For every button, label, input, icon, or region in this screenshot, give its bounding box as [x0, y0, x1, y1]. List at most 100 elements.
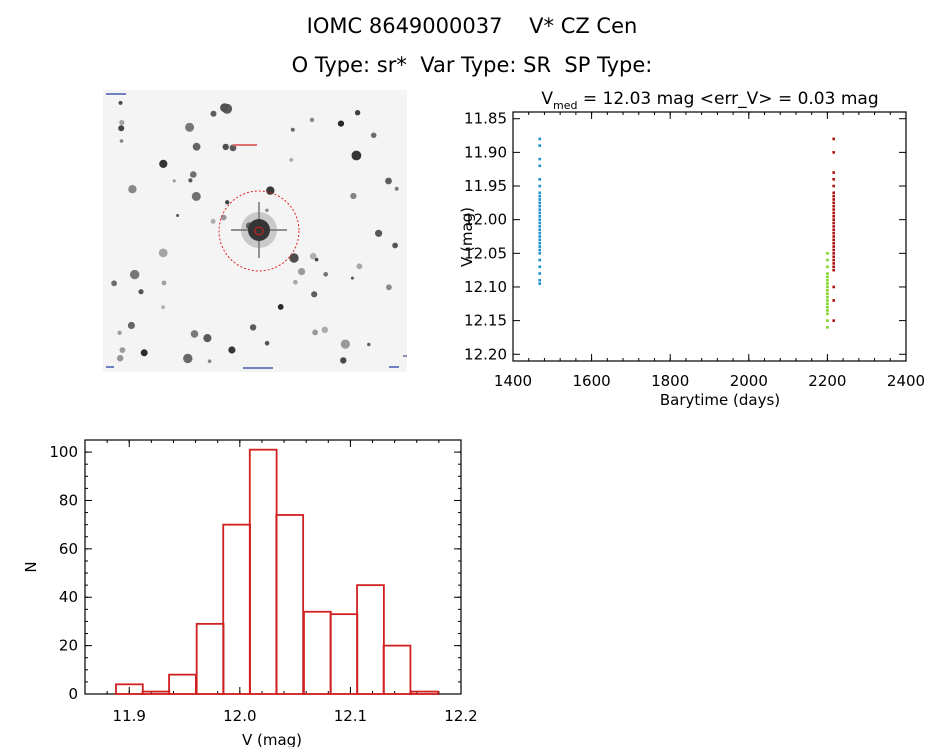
- data-point: [538, 157, 542, 161]
- thumbnail-star: [350, 192, 357, 200]
- thumbnail-star: [172, 179, 176, 183]
- histogram-bar: [168, 673, 197, 695]
- thumbnail-star: [220, 103, 229, 113]
- data-point: [538, 238, 542, 242]
- thumbnail-star: [161, 305, 165, 310]
- data-point: [826, 272, 829, 275]
- thumbnail-star: [225, 200, 230, 205]
- data-point: [832, 221, 835, 225]
- data-point: [826, 289, 829, 292]
- data-point: [832, 137, 835, 141]
- thumbnail-star: [370, 132, 377, 139]
- data-point: [832, 319, 835, 322]
- target-star: [231, 202, 287, 258]
- data-point: [832, 204, 835, 208]
- thumbnail-star: [356, 263, 363, 270]
- data-point: [826, 252, 829, 255]
- chart-title-line2: O Type: sr* Var Type: SR SP Type:: [291, 53, 653, 77]
- y-tick-label: 11.90: [464, 143, 507, 161]
- thumbnail-star: [190, 330, 199, 338]
- data-point: [538, 208, 542, 211]
- data-point: [832, 231, 835, 235]
- data-point: [832, 248, 835, 252]
- thumbnail-star: [265, 208, 269, 213]
- data-point: [832, 211, 835, 215]
- thumbnail-star: [289, 158, 294, 162]
- y-tick-label: 12.20: [464, 345, 507, 363]
- thumbnail-star: [111, 280, 117, 287]
- data-point: [826, 265, 829, 269]
- data-point: [826, 292, 829, 296]
- data-point: [832, 215, 835, 218]
- data-point: [832, 208, 835, 211]
- data-point: [538, 278, 542, 282]
- thumbnail-star: [159, 159, 168, 168]
- thumbnail-star: [293, 279, 298, 285]
- thumbnail-star: [351, 150, 362, 161]
- data-point: [538, 225, 542, 228]
- thumbnail-star: [312, 329, 318, 336]
- x-tick-label: 1400: [494, 372, 532, 390]
- data-point: [538, 201, 542, 205]
- thumbnail-star: [289, 253, 299, 263]
- x-tick-label: 1600: [573, 372, 611, 390]
- y-tick-label: 100: [49, 443, 78, 461]
- data-point: [832, 198, 835, 201]
- data-point: [832, 265, 835, 269]
- data-point: [826, 282, 829, 285]
- data-point: [538, 265, 542, 269]
- thumbnail-star: [229, 144, 237, 152]
- data-point: [826, 295, 829, 299]
- histogram-bar: [141, 690, 171, 695]
- x-tick-label: 12.2: [444, 707, 477, 725]
- thumbnail-star: [127, 321, 135, 330]
- y-tick-label: 12.05: [464, 244, 507, 262]
- light-curve-plot-frame: [512, 111, 907, 362]
- x-tick-label: 12.1: [334, 707, 367, 725]
- thumbnail-star: [323, 272, 328, 277]
- thumbnail-star: [309, 252, 317, 260]
- thumbnail-star: [161, 280, 167, 286]
- thumbnail-star: [277, 304, 284, 310]
- thumbnail-star: [210, 218, 216, 224]
- data-point: [538, 218, 542, 221]
- histogram-bar: [329, 613, 359, 695]
- light-curve-title: Vmed = 12.03 mag <err_V> = 0.03 mag: [541, 89, 878, 112]
- thumbnail-star: [340, 339, 350, 349]
- data-point: [832, 255, 835, 258]
- histogram-bar: [275, 514, 305, 695]
- thumbnail-star: [119, 119, 125, 126]
- thumbnail-stars: [111, 100, 399, 364]
- data-point: [826, 258, 829, 262]
- thumbnail-star: [220, 214, 227, 221]
- thumbnail-star: [367, 342, 371, 347]
- histogram-plot-frame: [84, 439, 462, 695]
- data-point: [538, 215, 542, 218]
- thumbnail-star: [350, 276, 354, 280]
- thumbnail-star: [375, 229, 383, 237]
- x-tick-label: 12.0: [223, 707, 256, 725]
- data-point: [832, 201, 835, 205]
- y-tick-label: 11.95: [464, 177, 507, 195]
- x-tick-label: 2000: [730, 372, 768, 390]
- data-point: [826, 299, 829, 302]
- data-point: [538, 241, 542, 245]
- thumbnail-star: [183, 353, 193, 364]
- data-point: [538, 204, 542, 208]
- data-point: [826, 302, 829, 306]
- thumbnail-corner-label: [389, 366, 399, 368]
- y-tick-label: 60: [59, 540, 78, 558]
- target-aperture-circle: [218, 190, 300, 272]
- histogram-bar: [222, 523, 251, 695]
- data-point: [832, 238, 835, 242]
- x-tick-label: 2400: [887, 372, 925, 390]
- thumbnail-star: [337, 120, 345, 127]
- histogram-bar: [248, 448, 278, 695]
- data-point: [538, 177, 542, 181]
- data-point: [538, 228, 542, 232]
- data-point: [538, 137, 542, 141]
- histogram-bar: [303, 610, 332, 695]
- x-tick-label: 11.9: [113, 707, 146, 725]
- data-point: [538, 164, 542, 168]
- thumbnail-corner-label: [106, 366, 114, 368]
